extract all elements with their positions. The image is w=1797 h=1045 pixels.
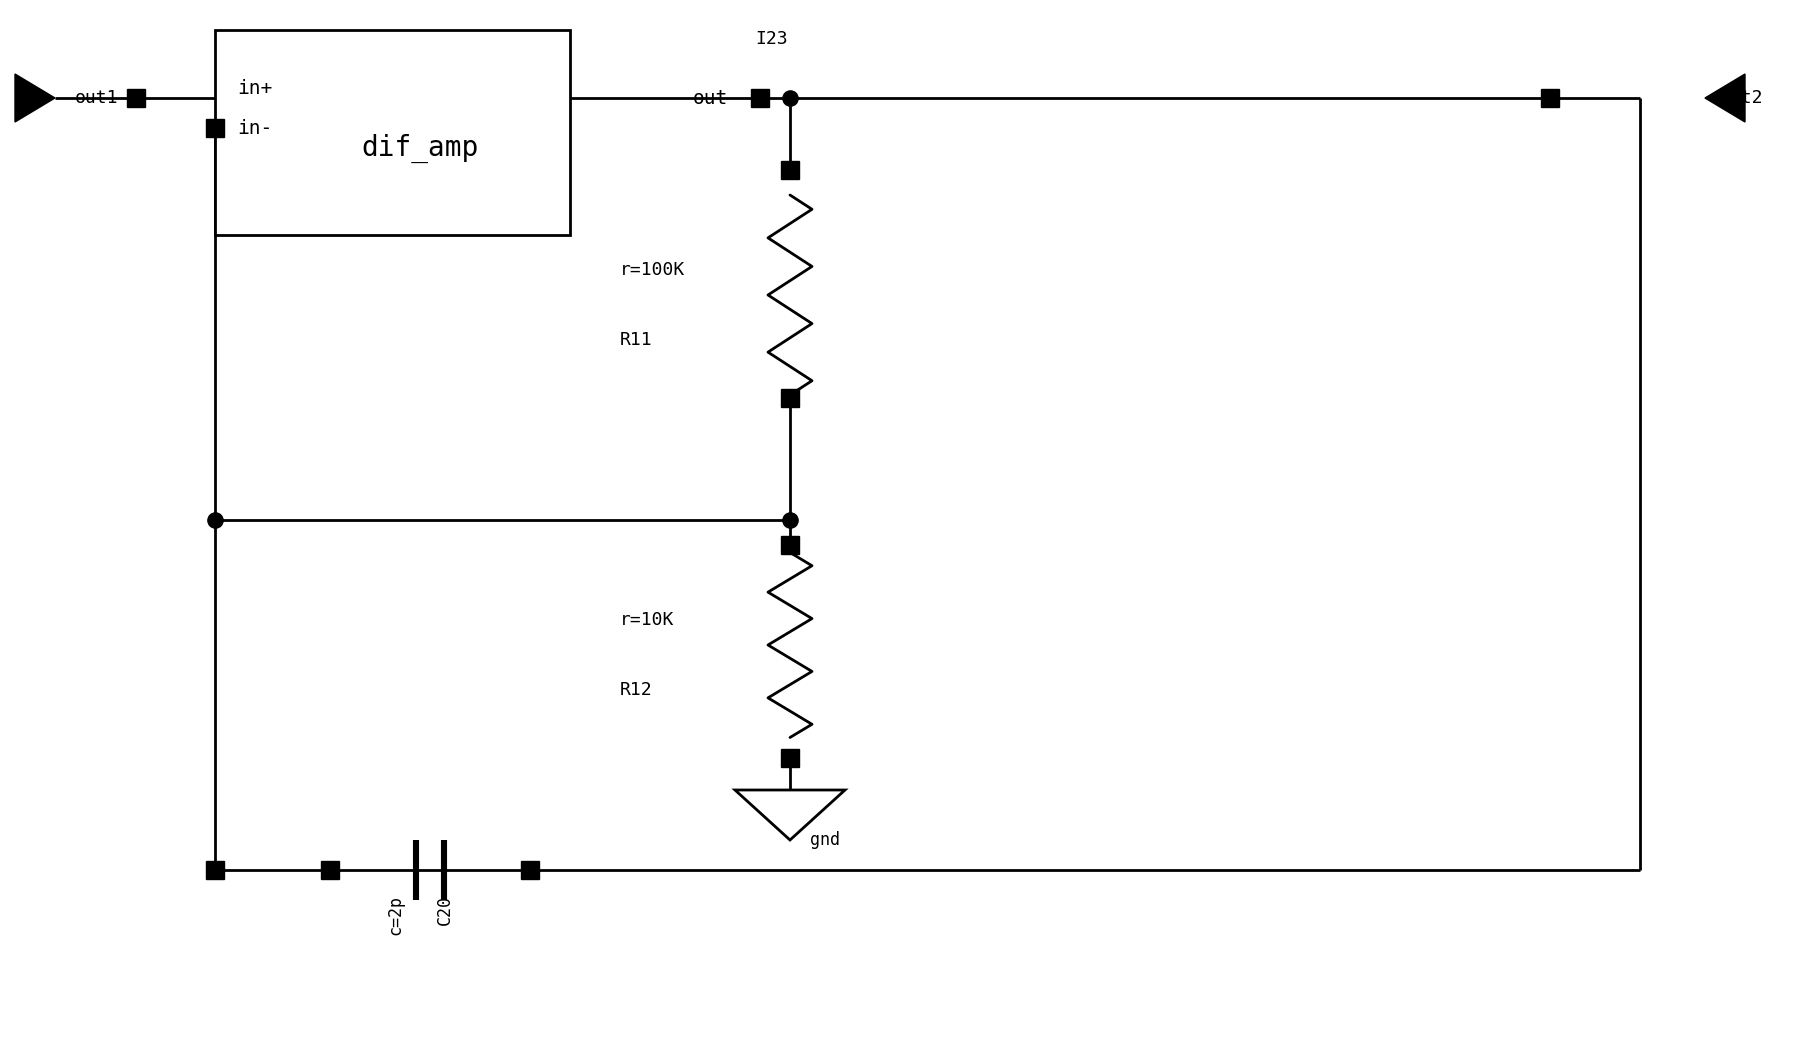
Text: dif_amp: dif_amp bbox=[361, 134, 478, 163]
Bar bbox=[216, 30, 570, 235]
Text: out: out bbox=[694, 89, 728, 108]
Point bbox=[776, 512, 805, 529]
Polygon shape bbox=[14, 74, 56, 122]
Text: out2: out2 bbox=[1720, 89, 1763, 107]
Text: r=100K: r=100K bbox=[620, 261, 685, 279]
Text: r=10K: r=10K bbox=[620, 611, 674, 629]
Text: gnd: gnd bbox=[810, 831, 839, 849]
Text: in-: in- bbox=[237, 118, 273, 138]
Bar bbox=[521, 861, 539, 879]
Bar bbox=[207, 119, 225, 137]
Point bbox=[201, 512, 230, 529]
Bar bbox=[322, 861, 340, 879]
Bar bbox=[1542, 89, 1560, 107]
Bar bbox=[782, 536, 800, 554]
Text: I23: I23 bbox=[755, 30, 787, 48]
Text: R12: R12 bbox=[620, 681, 652, 699]
Bar bbox=[782, 161, 800, 179]
Bar bbox=[782, 389, 800, 407]
Text: c=2p: c=2p bbox=[386, 895, 404, 935]
Bar bbox=[207, 861, 225, 879]
Text: R11: R11 bbox=[620, 331, 652, 349]
Text: C20: C20 bbox=[437, 895, 455, 925]
Text: in+: in+ bbox=[237, 78, 273, 97]
Bar bbox=[751, 89, 769, 107]
Polygon shape bbox=[1705, 74, 1745, 122]
Point bbox=[776, 90, 805, 107]
Bar bbox=[782, 749, 800, 767]
Bar bbox=[128, 89, 146, 107]
Text: out1: out1 bbox=[75, 89, 119, 107]
